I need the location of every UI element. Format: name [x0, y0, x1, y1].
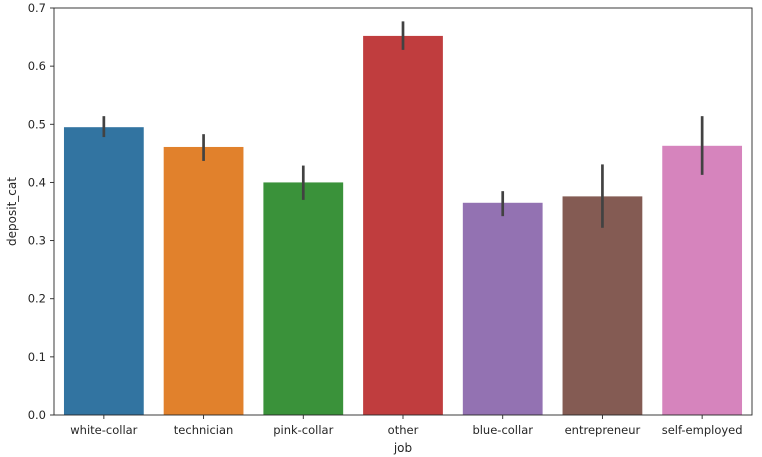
x-tick-label: other: [388, 423, 419, 437]
y-axis: 0.0 0.1 0.2 0.3 0.4 0.5 0.6 0.7: [28, 1, 54, 422]
bars-layer: [63, 35, 743, 416]
y-tick-label: 0.6: [28, 59, 46, 73]
bar-self-employed: [662, 145, 743, 415]
x-tick-label: self-employed: [662, 423, 743, 437]
y-tick-label: 0.4: [28, 175, 46, 189]
x-tick-label: entrepreneur: [565, 423, 641, 437]
bar-entrepreneur: [562, 196, 643, 415]
bar-technician: [163, 146, 244, 415]
y-tick-label: 0.5: [28, 117, 46, 131]
y-tick-label: 0.2: [28, 292, 46, 306]
bar-other: [363, 35, 443, 416]
bar-pink-collar: [263, 182, 344, 415]
x-tick-label: white-collar: [70, 423, 137, 437]
x-tick-label: pink-collar: [273, 423, 333, 437]
y-tick-label: 0.0: [28, 408, 46, 422]
y-tick-label: 0.1: [28, 350, 46, 364]
x-tick-label: blue-collar: [472, 423, 533, 437]
x-axis-label: job: [393, 441, 412, 455]
bar-white-collar: [63, 127, 144, 415]
error-bars-layer: [102, 21, 704, 228]
x-tick-label: technician: [174, 423, 234, 437]
y-axis-label: deposit_cat: [5, 177, 19, 246]
x-axis: white-collar technician pink-collar other bl…: [70, 415, 743, 437]
bar-blue-collar: [462, 202, 543, 415]
y-tick-label: 0.3: [28, 234, 46, 248]
y-tick-label: 0.7: [28, 1, 46, 15]
